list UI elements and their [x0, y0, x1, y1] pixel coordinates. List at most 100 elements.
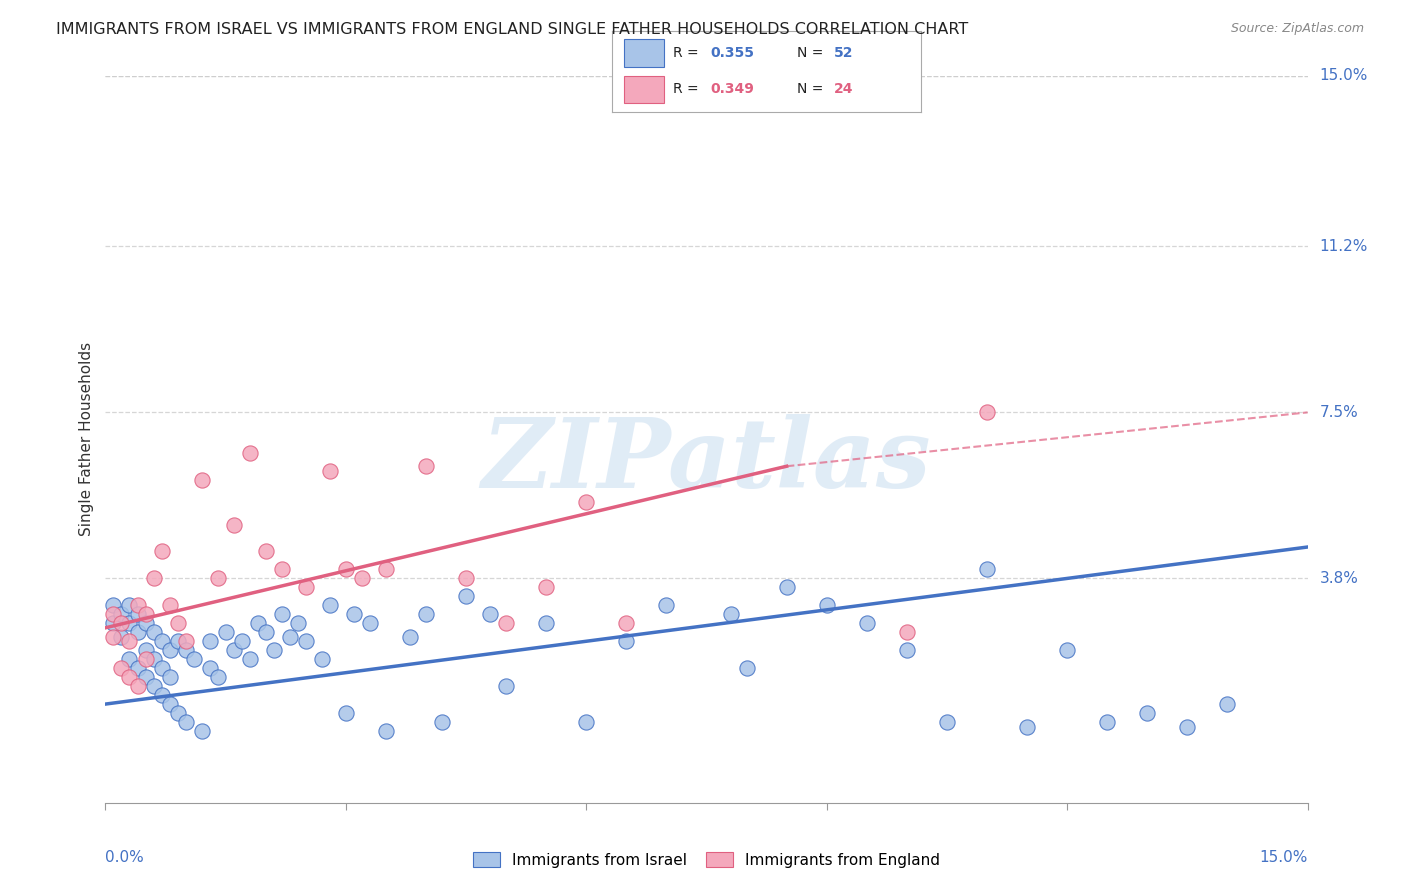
Point: [103, 616, 125, 631]
Point: [896, 643, 918, 657]
Point: [135, 616, 157, 631]
Point: [319, 464, 342, 478]
Text: N =: N =: [797, 82, 828, 96]
Point: [254, 544, 277, 558]
Point: [110, 661, 132, 675]
Point: [335, 562, 357, 576]
Point: [575, 714, 598, 729]
Point: [142, 571, 165, 585]
Point: [118, 652, 141, 666]
Point: [776, 581, 799, 595]
Point: [1216, 697, 1239, 711]
Text: 52: 52: [834, 45, 853, 60]
Point: [150, 634, 173, 648]
Point: [110, 607, 132, 622]
Point: [207, 670, 229, 684]
Point: [815, 599, 838, 613]
Point: [454, 571, 477, 585]
Text: ZIPatlas: ZIPatlas: [482, 414, 931, 508]
Point: [616, 616, 638, 631]
Legend: Immigrants from Israel, Immigrants from England: Immigrants from Israel, Immigrants from …: [472, 853, 941, 868]
Point: [166, 616, 188, 631]
Y-axis label: Single Father Households: Single Father Households: [79, 343, 94, 536]
Point: [127, 599, 149, 613]
Point: [159, 599, 181, 613]
Text: R =: R =: [673, 82, 703, 96]
Point: [399, 630, 422, 644]
Point: [335, 706, 357, 720]
Point: [239, 652, 262, 666]
Text: 0.349: 0.349: [710, 82, 755, 96]
Point: [135, 652, 157, 666]
Point: [319, 599, 342, 613]
Point: [239, 446, 262, 460]
Point: [142, 625, 165, 640]
Point: [174, 714, 197, 729]
Point: [214, 625, 236, 640]
Point: [936, 714, 959, 729]
Text: N =: N =: [797, 45, 828, 60]
Text: IMMIGRANTS FROM ISRAEL VS IMMIGRANTS FROM ENGLAND SINGLE FATHER HOUSEHOLDS CORRE: IMMIGRANTS FROM ISRAEL VS IMMIGRANTS FRO…: [56, 22, 969, 37]
Point: [295, 634, 318, 648]
Text: Source: ZipAtlas.com: Source: ZipAtlas.com: [1230, 22, 1364, 36]
Point: [263, 643, 285, 657]
Point: [287, 616, 309, 631]
Point: [135, 643, 157, 657]
Point: [103, 630, 125, 644]
Point: [295, 581, 318, 595]
Point: [142, 652, 165, 666]
Point: [103, 599, 125, 613]
Point: [1056, 643, 1078, 657]
Point: [454, 590, 477, 604]
Text: 0.355: 0.355: [710, 45, 755, 60]
Point: [1017, 719, 1039, 733]
Point: [735, 661, 758, 675]
Point: [311, 652, 333, 666]
Point: [415, 607, 437, 622]
Point: [350, 571, 373, 585]
Point: [278, 630, 301, 644]
Point: [150, 688, 173, 702]
Point: [1177, 719, 1199, 733]
Point: [1136, 706, 1159, 720]
Point: [430, 714, 453, 729]
Point: [103, 607, 125, 622]
Point: [159, 697, 181, 711]
Point: [159, 670, 181, 684]
Point: [222, 517, 245, 532]
Point: [254, 625, 277, 640]
Point: [127, 661, 149, 675]
FancyBboxPatch shape: [624, 76, 664, 103]
Point: [270, 562, 292, 576]
Point: [135, 607, 157, 622]
Point: [207, 571, 229, 585]
Point: [166, 706, 188, 720]
Point: [183, 652, 205, 666]
Point: [896, 625, 918, 640]
FancyBboxPatch shape: [624, 39, 664, 67]
Text: 15.0%: 15.0%: [1320, 69, 1368, 83]
Text: 3.8%: 3.8%: [1320, 571, 1358, 586]
Text: 0.0%: 0.0%: [105, 850, 145, 865]
Point: [190, 724, 212, 739]
Point: [855, 616, 877, 631]
Point: [534, 581, 557, 595]
Point: [495, 616, 517, 631]
Point: [374, 562, 398, 576]
Point: [534, 616, 557, 631]
Point: [110, 630, 132, 644]
Point: [246, 616, 269, 631]
Point: [575, 495, 598, 509]
Point: [174, 643, 197, 657]
Point: [118, 616, 141, 631]
Point: [118, 634, 141, 648]
Point: [222, 643, 245, 657]
Point: [159, 643, 181, 657]
Point: [479, 607, 502, 622]
Point: [1097, 714, 1119, 729]
Point: [231, 634, 253, 648]
Point: [976, 562, 998, 576]
Point: [190, 473, 212, 487]
Point: [118, 599, 141, 613]
Point: [127, 607, 149, 622]
